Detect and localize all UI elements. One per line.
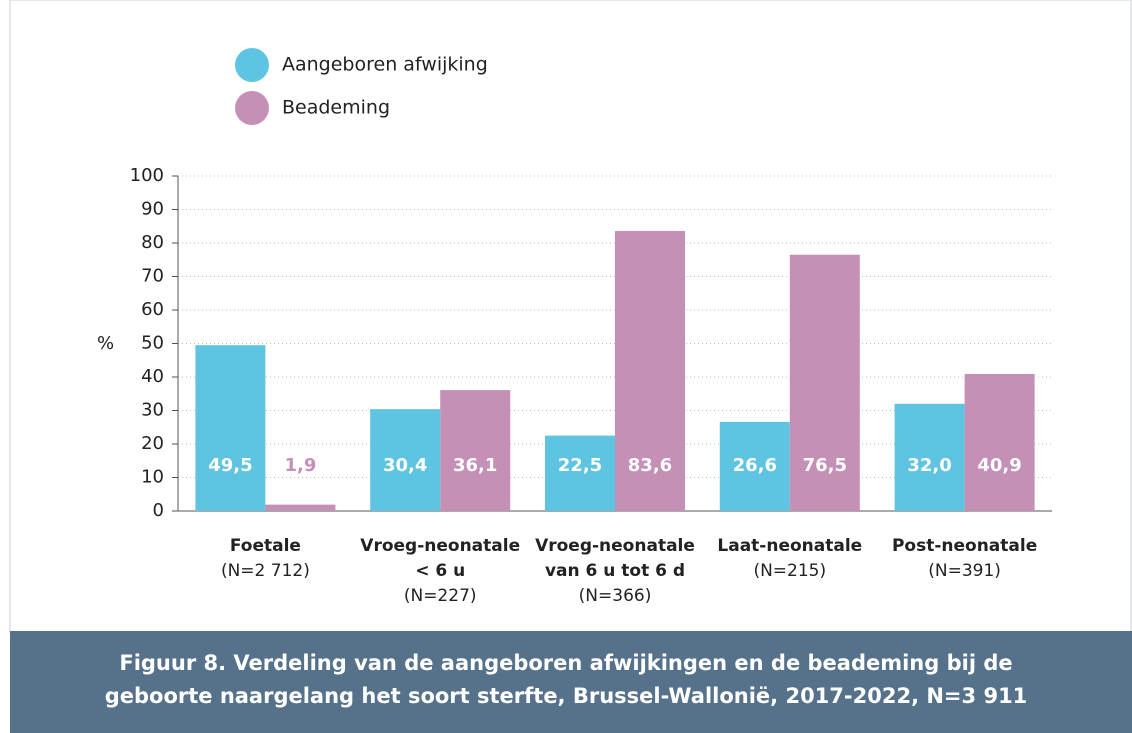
y-tick-label: 80 <box>141 232 164 253</box>
bar <box>545 435 615 511</box>
bar <box>370 409 441 511</box>
value-label: 36,1 <box>453 455 497 476</box>
y-tick-label: 20 <box>141 433 164 454</box>
value-label: 1,9 <box>284 455 316 476</box>
y-tick-label: 60 <box>141 299 164 320</box>
value-label: 49,5 <box>208 455 252 476</box>
y-tick-label: 10 <box>141 467 164 488</box>
value-label: 76,5 <box>803 455 847 476</box>
bar <box>719 421 790 511</box>
x-tick-label: (N=215) <box>753 561 826 581</box>
chart-title: geboorte naargelang het soort sterfte, B… <box>105 684 1028 708</box>
value-label: 26,6 <box>733 455 777 476</box>
x-tick-label: van 6 u tot 6 d <box>545 561 685 581</box>
value-label: 22,5 <box>558 455 602 476</box>
value-label: 40,9 <box>977 455 1021 476</box>
y-tick-label: 30 <box>141 400 164 421</box>
y-tick-label: 40 <box>141 366 164 387</box>
x-tick-label: (N=2 712) <box>221 561 310 581</box>
bar <box>195 345 266 511</box>
x-tick-label: Post-neonatale <box>892 536 1037 556</box>
bar <box>615 230 685 511</box>
bar <box>440 390 511 511</box>
x-tick-label: (N=227) <box>404 586 477 606</box>
y-tick-label: 90 <box>141 199 164 220</box>
caption-box <box>10 631 1132 733</box>
x-tick-label: Foetale <box>230 536 301 556</box>
y-tick-label: 100 <box>130 165 164 186</box>
bar <box>265 504 336 511</box>
legend-swatch <box>235 91 269 125</box>
x-tick-label: Vroeg-neonatale <box>360 536 520 556</box>
value-label: 83,6 <box>628 455 672 476</box>
x-tick-label: (N=366) <box>579 586 652 606</box>
y-tick-label: 70 <box>141 266 164 287</box>
bar <box>789 254 860 511</box>
value-label: 30,4 <box>383 455 427 476</box>
y-axis-label: % <box>97 333 114 354</box>
value-label: 32,0 <box>907 455 951 476</box>
bar <box>964 373 1035 511</box>
y-tick-label: 50 <box>141 333 164 354</box>
legend-swatch <box>235 48 269 82</box>
bar <box>894 403 965 511</box>
x-tick-label: Vroeg-neonatale <box>535 536 695 556</box>
chart-title: Figuur 8. Verdeling van de aangeboren af… <box>119 651 1012 675</box>
x-tick-label: Laat-neonatale <box>717 536 862 556</box>
x-tick-label: < 6 u <box>415 561 465 581</box>
legend-label: Beademing <box>282 97 390 119</box>
x-tick-label: (N=391) <box>928 561 1001 581</box>
y-tick-label: 0 <box>153 500 164 521</box>
legend-label: Aangeboren afwijking <box>282 54 488 76</box>
